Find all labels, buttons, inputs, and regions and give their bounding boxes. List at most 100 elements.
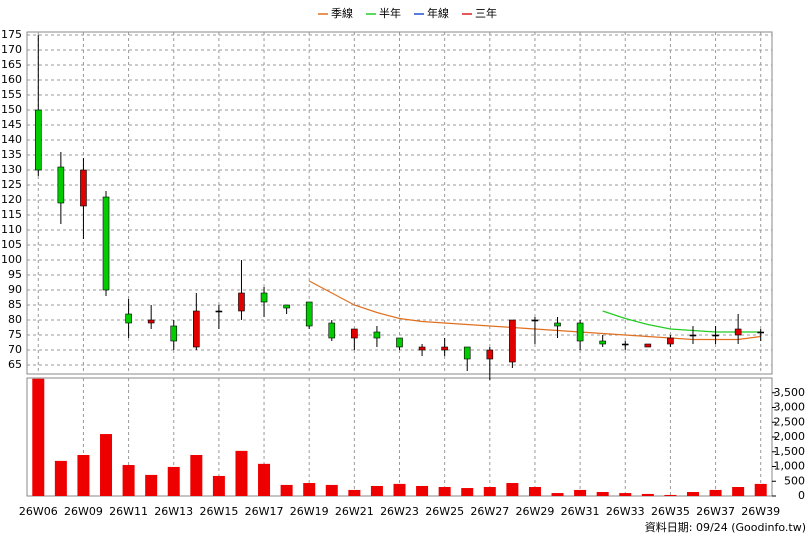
volume-bar bbox=[303, 483, 316, 496]
x-tick-label: 26W33 bbox=[606, 505, 645, 518]
legend-label: 季線 bbox=[331, 6, 353, 20]
x-tick-label: 26W17 bbox=[245, 505, 284, 518]
y-tick-label: 105 bbox=[1, 238, 22, 251]
x-tick-label: 26W19 bbox=[290, 505, 329, 518]
volume-bar bbox=[438, 487, 451, 496]
source-note: 資料日期: 09/24 (Goodinfo.tw) bbox=[645, 520, 806, 534]
volume-bar bbox=[54, 460, 67, 496]
candle-body bbox=[486, 349, 494, 360]
volume-bar bbox=[32, 378, 45, 496]
y-tick-label: 140 bbox=[1, 133, 22, 146]
candle-body bbox=[667, 337, 674, 345]
y2-tick-label: 2,000 bbox=[774, 430, 806, 443]
candle-body bbox=[57, 166, 65, 204]
y-tick-label: 160 bbox=[1, 73, 22, 86]
candle-body bbox=[351, 328, 358, 339]
x-tick-label: 26W06 bbox=[19, 505, 58, 518]
y-tick-label: 145 bbox=[1, 118, 22, 131]
y2-tick-label: 2,500 bbox=[774, 415, 806, 428]
x-tick-label: 26W31 bbox=[561, 505, 600, 518]
y-tick-label: 125 bbox=[1, 178, 22, 191]
x-tick-label: 26W23 bbox=[380, 505, 419, 518]
volume-bar bbox=[551, 493, 564, 496]
candle-body bbox=[531, 319, 539, 322]
y-tick-label: 75 bbox=[8, 328, 22, 341]
volume-bar bbox=[280, 484, 293, 496]
y-tick-label: 175 bbox=[1, 28, 22, 41]
y2-tick-label: 1,500 bbox=[774, 445, 806, 458]
volume-bar bbox=[686, 492, 699, 496]
candle-body bbox=[80, 169, 87, 207]
x-tick-label: 26W13 bbox=[154, 505, 193, 518]
legend-label: 年線 bbox=[427, 6, 449, 20]
candle-body bbox=[644, 343, 652, 348]
volume-bar bbox=[258, 463, 271, 496]
candle-body bbox=[712, 334, 719, 337]
y-tick-label: 95 bbox=[8, 268, 22, 281]
y-tick-label: 100 bbox=[1, 253, 22, 266]
x-tick-label: 26W29 bbox=[516, 505, 555, 518]
volume-bar bbox=[754, 483, 767, 496]
x-tick-label: 26W35 bbox=[651, 505, 690, 518]
volume-bar bbox=[325, 484, 338, 496]
y2-tick-label: 1,000 bbox=[774, 460, 806, 473]
volume-bar bbox=[190, 454, 203, 496]
volume-bar bbox=[370, 485, 383, 496]
volume-bar bbox=[145, 474, 158, 496]
candle-body bbox=[147, 319, 155, 324]
x-tick-label: 26W27 bbox=[470, 505, 509, 518]
legend-label: 三年 bbox=[475, 6, 497, 20]
candle-body bbox=[34, 109, 42, 171]
candle-body bbox=[238, 292, 245, 312]
x-tick-label: 26W25 bbox=[425, 505, 464, 518]
volume-bar bbox=[596, 492, 609, 496]
y-tick-label: 130 bbox=[1, 163, 22, 176]
y-tick-label: 155 bbox=[1, 88, 22, 101]
candle-body bbox=[170, 325, 178, 342]
candle-body bbox=[373, 331, 381, 339]
x-tick-label: 26W21 bbox=[335, 505, 374, 518]
y-tick-label: 165 bbox=[1, 58, 22, 71]
volume-bar bbox=[77, 454, 90, 496]
candle-body bbox=[125, 313, 132, 324]
candle-body bbox=[283, 304, 290, 309]
candle-body bbox=[441, 346, 448, 351]
volume-bar bbox=[100, 434, 113, 496]
y-tick-label: 115 bbox=[1, 208, 22, 221]
legend: 季線 半年 年線 三年 bbox=[318, 6, 497, 20]
candle-body bbox=[328, 322, 336, 339]
volume-bar bbox=[619, 493, 632, 496]
y-tick-label: 110 bbox=[1, 223, 22, 236]
candle-body bbox=[260, 292, 268, 303]
volume-bar bbox=[416, 485, 429, 496]
volume-bar bbox=[461, 488, 474, 496]
candle-body bbox=[599, 340, 606, 345]
y-tick-label: 70 bbox=[8, 343, 22, 356]
y-tick-label: 120 bbox=[1, 193, 22, 206]
y-tick-label: 65 bbox=[8, 358, 22, 371]
x-tick-label: 26W11 bbox=[109, 505, 148, 518]
volume-bar bbox=[348, 489, 361, 496]
candle-body bbox=[305, 301, 313, 327]
y-tick-label: 90 bbox=[8, 283, 22, 296]
volume-bar bbox=[122, 465, 135, 496]
candle-body bbox=[418, 346, 426, 351]
y2-tick-label: 3,500 bbox=[774, 386, 806, 399]
y2-tick-label: 3,000 bbox=[774, 401, 806, 414]
volume-panel bbox=[26, 377, 773, 497]
y-tick-label: 150 bbox=[1, 103, 22, 116]
y-tick-label: 80 bbox=[8, 313, 22, 326]
volume-bar bbox=[709, 489, 722, 496]
legend-label: 半年 bbox=[379, 6, 401, 20]
candle-body bbox=[576, 322, 584, 342]
y-tick-label: 135 bbox=[1, 148, 22, 161]
x-tick-label: 26W09 bbox=[64, 505, 103, 518]
candle-body bbox=[757, 331, 765, 334]
y2-tick-label: 500 bbox=[784, 474, 805, 487]
volume-bar bbox=[235, 450, 248, 496]
y-tick-label: 170 bbox=[1, 43, 22, 56]
volume-bar bbox=[483, 487, 496, 496]
candle-body bbox=[463, 346, 471, 360]
volume-bar bbox=[732, 487, 745, 496]
